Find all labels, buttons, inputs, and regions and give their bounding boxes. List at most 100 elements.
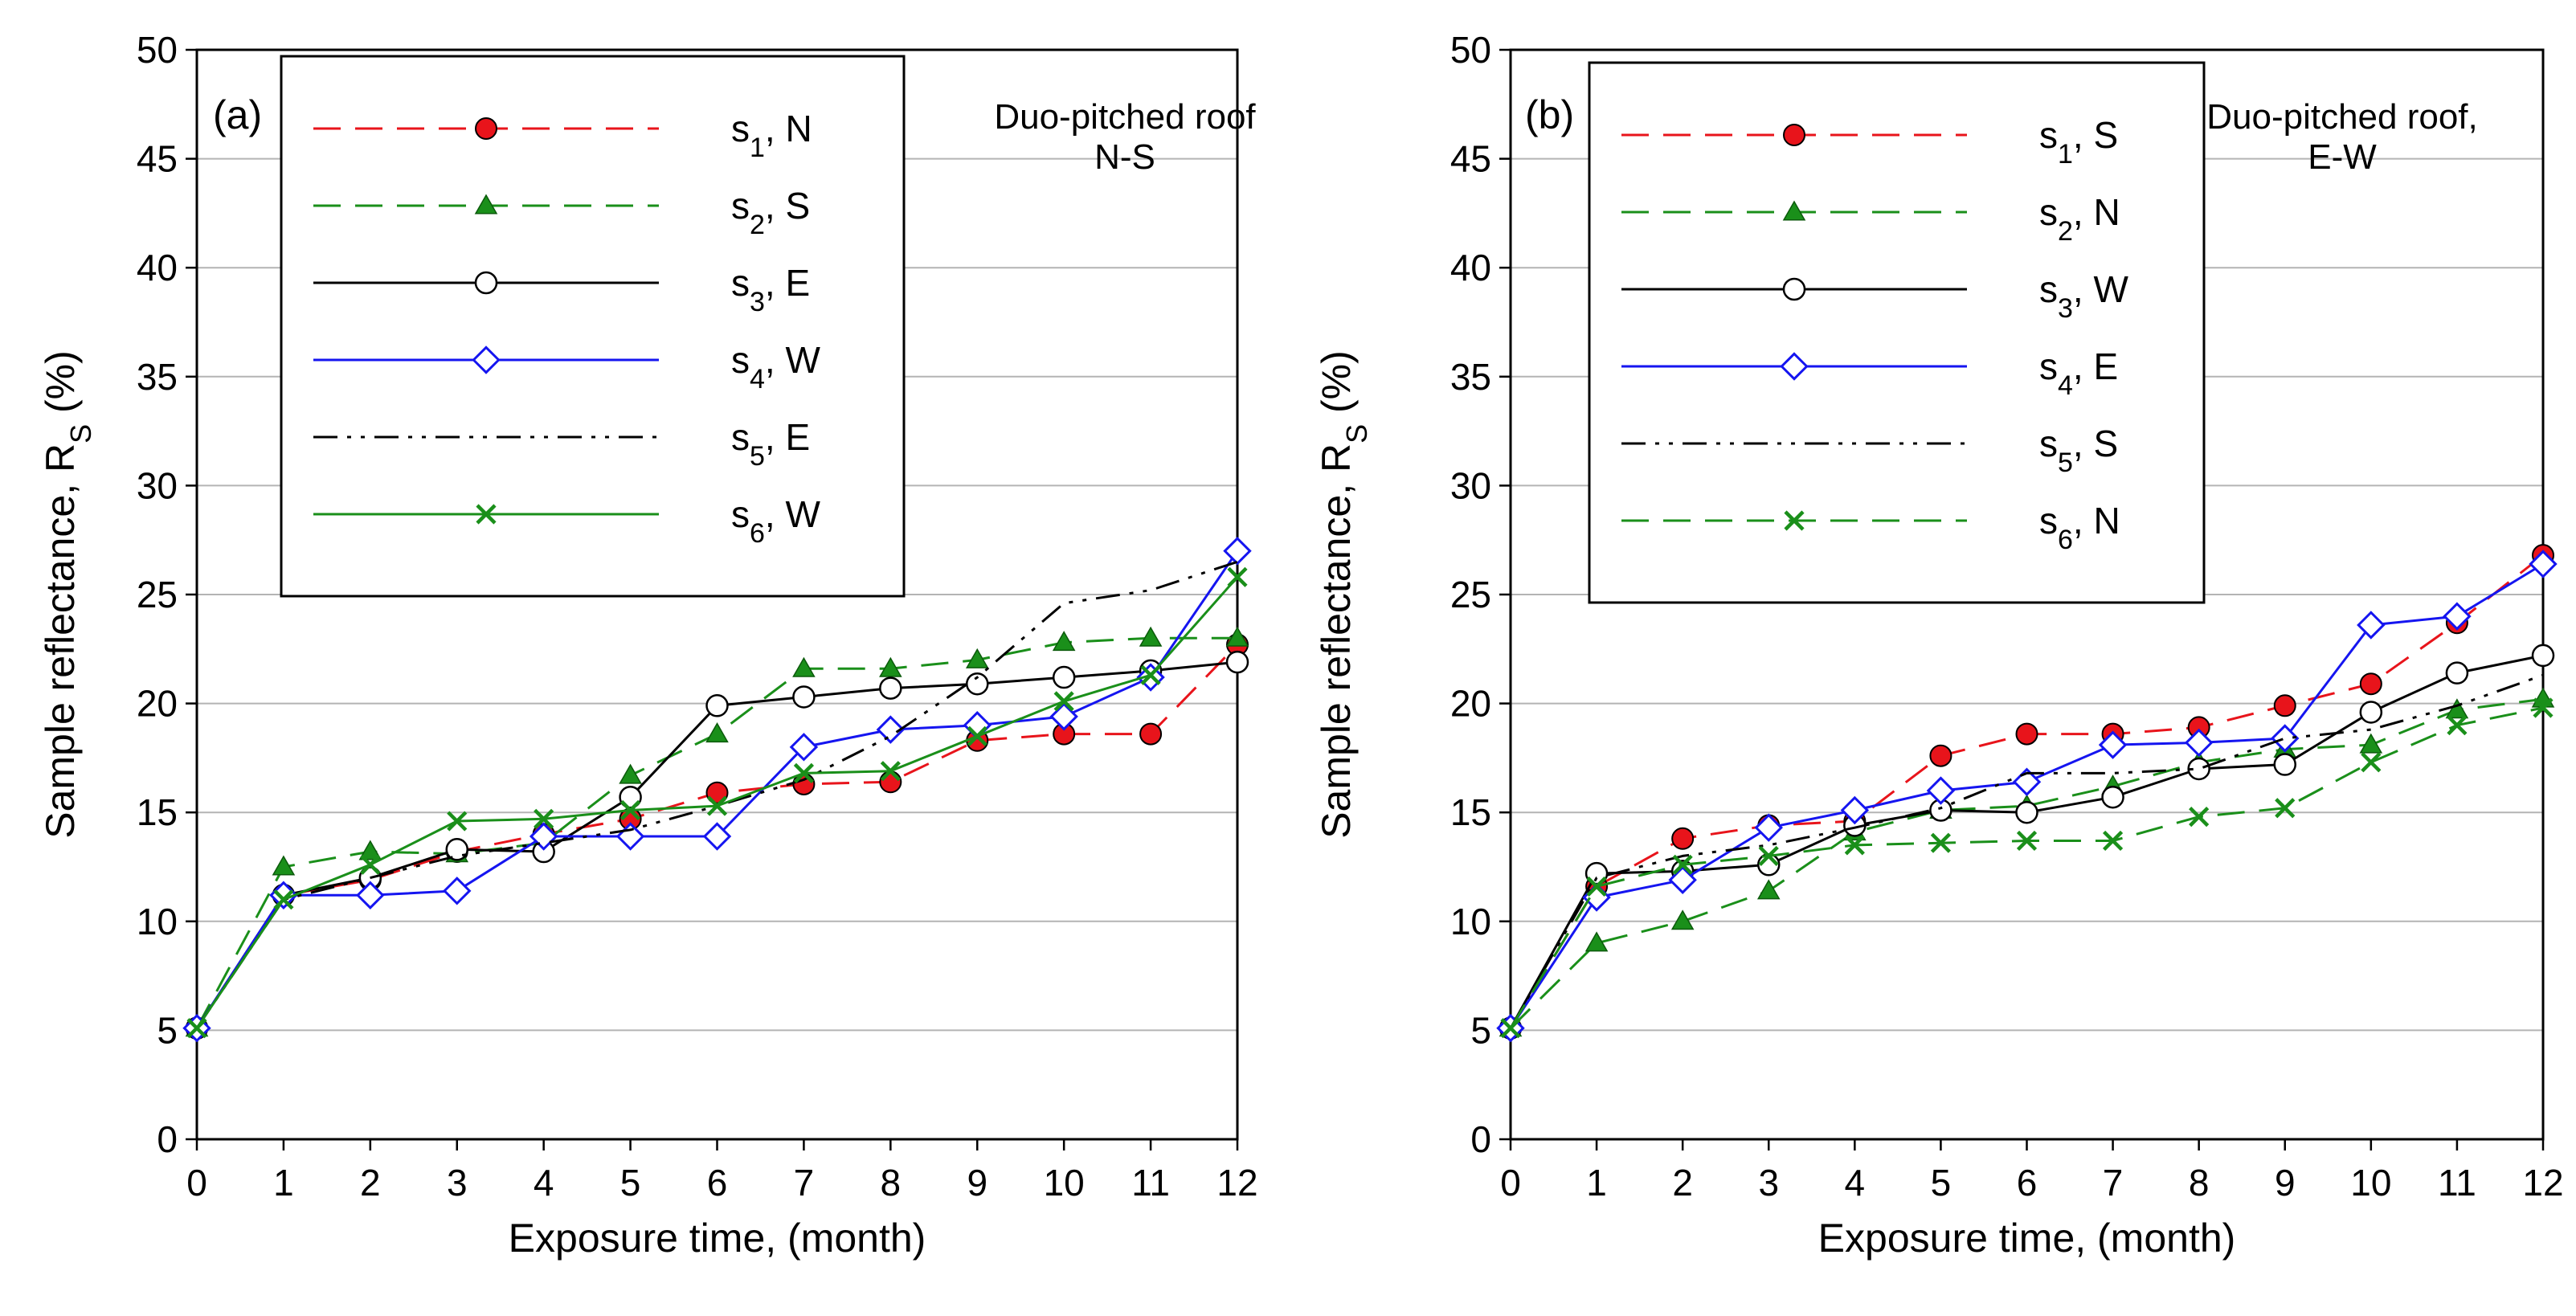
data-point	[186, 1018, 207, 1039]
data-point	[702, 822, 732, 851]
x-tick-label: 4	[1845, 1162, 1866, 1204]
y-tick-label: 10	[1450, 901, 1491, 942]
legend-label-subscript: 6	[750, 518, 765, 549]
legend-label-subscript: 5	[750, 441, 765, 472]
data-point	[705, 722, 729, 743]
data-point	[879, 770, 902, 794]
annotation-text: Duo-pitched roof,	[2206, 97, 2478, 137]
legend-marker	[1783, 124, 1805, 146]
data-point	[1223, 537, 1252, 566]
legend-label: s5, S	[2039, 423, 2118, 478]
legend-label: s4, W	[731, 339, 820, 394]
data-point	[2016, 830, 2038, 852]
data-point	[1756, 879, 1781, 900]
annotation-text: N-S	[1094, 137, 1155, 177]
x-tick-label: 6	[2017, 1162, 2038, 1204]
legend-label-suffix: , E	[765, 416, 810, 458]
legend-label-text: s	[2039, 423, 2058, 464]
annotation-text: Duo-pitched roof	[994, 97, 1256, 137]
legend-entry-2: s2, S	[313, 185, 810, 240]
legend-marker	[1784, 510, 1805, 531]
data-point	[966, 672, 989, 696]
annotation-text: E-W	[2308, 137, 2377, 177]
data-point	[1670, 909, 1695, 930]
y-axis-label-text: Sample reflectance, R	[38, 443, 83, 839]
data-point	[1926, 776, 1956, 805]
y-tick-label: 30	[137, 464, 178, 506]
x-tick-label: 12	[1216, 1162, 1257, 1204]
y-axis-label-text: Sample reflectance, R	[1314, 443, 1359, 839]
x-tick-label: 0	[186, 1162, 207, 1204]
data-point	[1584, 931, 1609, 952]
series-4	[1496, 550, 2558, 1043]
data-point	[2357, 611, 2386, 640]
y-tick-label: 25	[1450, 574, 1491, 615]
y-axis-label: Sample reflectance, RS (%)	[38, 350, 97, 839]
data-point	[876, 715, 906, 744]
legend-label-text: s	[731, 339, 750, 381]
data-point	[1139, 626, 1163, 647]
y-tick-label: 50	[137, 29, 178, 71]
legend-entry-5: s5, S	[1621, 423, 2118, 478]
data-point	[1929, 744, 1952, 767]
y-tick-label: 10	[137, 901, 178, 942]
data-point	[705, 781, 729, 804]
legend: s1, Ns2, Ss3, Es4, Ws5, Es6, W	[280, 55, 906, 598]
x-tick-label: 5	[1931, 1162, 1952, 1204]
data-point	[1671, 827, 1695, 850]
legend-entry-6: s6, W	[313, 493, 820, 549]
data-point	[273, 889, 294, 910]
x-tick-label: 1	[273, 1162, 294, 1204]
data-point	[2529, 550, 2558, 578]
x-tick-label: 7	[794, 1162, 815, 1204]
series-line	[1509, 697, 2544, 1029]
data-point	[967, 725, 987, 746]
x-tick-label: 9	[967, 1162, 987, 1204]
data-point	[272, 855, 296, 876]
y-tick-label: 25	[137, 574, 178, 615]
series-line	[1509, 706, 2544, 1029]
x-tick-label: 2	[360, 1162, 381, 1204]
data-point	[2271, 724, 2300, 753]
data-point	[2015, 800, 2038, 824]
y-tick-label: 30	[1450, 464, 1491, 506]
data-point	[1225, 650, 1249, 674]
data-point	[880, 761, 901, 782]
legend-label-subscript: 2	[750, 210, 765, 240]
data-point	[879, 676, 902, 700]
legend-label-suffix: , W	[2073, 268, 2129, 310]
legend-label-text: s	[2039, 500, 2058, 542]
data-point	[529, 822, 558, 851]
y-tick-label: 35	[137, 356, 178, 398]
data-point	[619, 785, 642, 809]
x-tick-label: 2	[1672, 1162, 1693, 1204]
legend-label: s2, S	[731, 185, 810, 240]
series-6	[186, 566, 1248, 1039]
legend-label-subscript: 1	[2058, 139, 2073, 170]
legend-label-text: s	[731, 416, 750, 458]
legend-marker	[476, 504, 497, 525]
data-point	[793, 762, 815, 783]
data-point	[534, 808, 554, 829]
x-tick-label: 3	[1758, 1162, 1779, 1204]
y-tick-label: 0	[1470, 1118, 1491, 1160]
legend-entry-3: s3, E	[313, 262, 810, 317]
legend-label-text: s	[2039, 114, 2058, 156]
legend-label-suffix: , S	[2073, 423, 2118, 464]
legend-label-subscript: 5	[2058, 448, 2073, 478]
x-tick-label: 11	[1131, 1162, 1170, 1204]
x-tick-label: 6	[707, 1162, 728, 1204]
data-point	[619, 799, 641, 821]
y-tick-label: 0	[157, 1118, 178, 1160]
x-tick-label: 8	[881, 1162, 902, 1204]
legend-label-subscript: 2	[2058, 216, 2073, 247]
y-axis-label-subscript: S	[64, 424, 97, 443]
x-tick-label: 10	[2350, 1162, 2391, 1204]
data-point	[1586, 876, 1607, 897]
x-tick-label: 4	[534, 1162, 554, 1204]
legend-label-subscript: 1	[750, 133, 765, 163]
data-point	[360, 854, 381, 875]
x-axis-label: Exposure time, (month)	[1818, 1216, 2236, 1261]
